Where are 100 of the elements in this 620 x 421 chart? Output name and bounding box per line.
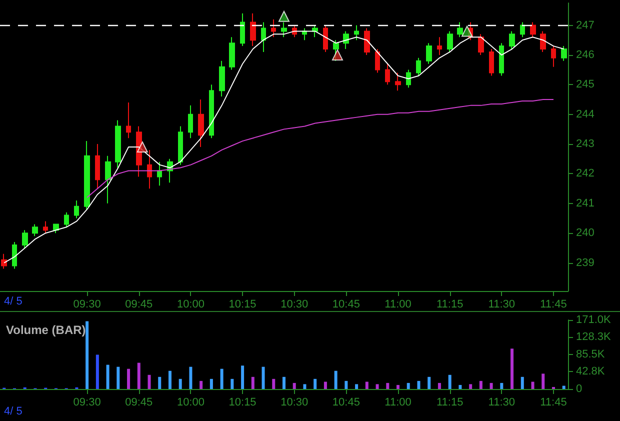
bar	[490, 382, 493, 389]
x-tick-label: 11:00	[384, 298, 412, 310]
x-tick-label: 09:30	[73, 396, 101, 408]
bar	[314, 378, 317, 389]
candlestick	[198, 98, 204, 148]
candlestick	[281, 22, 287, 38]
y-tick-label: 246	[576, 48, 594, 61]
candlestick	[105, 155, 111, 204]
bar	[355, 384, 358, 389]
candlestick	[312, 24, 318, 38]
bar	[303, 384, 306, 389]
candlestick	[551, 46, 556, 68]
bar	[96, 354, 99, 389]
candlestick	[416, 57, 421, 76]
candlestick	[115, 120, 121, 168]
x-tick-label: 11:15	[436, 298, 464, 310]
candlestick	[188, 104, 193, 139]
x-tick-label: 11:30	[488, 396, 516, 408]
candlestick	[447, 30, 453, 52]
bar	[168, 370, 172, 389]
point	[278, 10, 290, 22]
candlestick	[364, 28, 370, 56]
bar	[406, 382, 410, 389]
bar	[562, 386, 566, 389]
candlestick	[209, 84, 214, 139]
y-tick-label: 243	[576, 138, 594, 150]
bar	[200, 380, 203, 389]
candlestick	[22, 230, 28, 248]
bar	[189, 366, 192, 389]
bar	[510, 348, 514, 389]
candlestick	[240, 12, 245, 47]
candlestick	[499, 42, 504, 76]
candlestick	[520, 22, 525, 38]
candlestick	[43, 220, 48, 234]
candlestick	[178, 126, 183, 166]
bar	[428, 376, 431, 389]
candlestick	[64, 212, 69, 228]
bar	[137, 362, 140, 389]
bar	[376, 384, 379, 389]
candlestick	[95, 144, 100, 190]
candlestick	[561, 46, 567, 62]
bar	[292, 382, 296, 389]
bar	[438, 382, 441, 389]
bar	[396, 384, 400, 389]
x-tick-label: 11:45	[540, 298, 567, 310]
bar	[272, 378, 276, 389]
bar	[365, 382, 368, 389]
bar	[542, 374, 545, 389]
y-tick-label: 171.0K	[576, 314, 612, 326]
x-tick-label: 10:45	[332, 396, 360, 408]
x-tick-label: 11:00	[384, 396, 412, 408]
y-tick-label: 42.8K	[576, 366, 606, 378]
y-tick-label: 247	[576, 19, 594, 32]
y-tick-label: 239	[576, 256, 594, 269]
x-tick-label: 11:15	[436, 396, 464, 408]
text: 4/ 5	[4, 406, 22, 418]
y-tick-label: 0	[576, 383, 582, 395]
bar	[500, 382, 504, 389]
candlestick	[333, 40, 339, 62]
line-series	[86, 98, 554, 198]
candlestick	[509, 30, 515, 50]
x-tick-label: 10:00	[176, 396, 204, 408]
candlestick	[74, 200, 79, 219]
bar	[479, 380, 482, 389]
candlestick	[271, 18, 276, 38]
bar	[127, 368, 130, 389]
candlestick	[354, 24, 359, 41]
bar	[158, 376, 162, 389]
candlestick	[157, 161, 162, 186]
candlestick	[261, 22, 266, 52]
bar	[220, 368, 224, 389]
x-tick-label: 11:45	[540, 396, 567, 408]
candlestick	[457, 22, 463, 38]
candlestick	[53, 224, 59, 234]
y-tick-label: 245	[576, 78, 594, 91]
candlestick	[32, 224, 38, 237]
x-tick-label: 10:15	[228, 396, 256, 408]
bar	[520, 376, 524, 389]
y-tick-label: 128.3K	[576, 331, 612, 344]
bar	[86, 321, 89, 389]
chart-title: Volume (BAR)	[6, 323, 86, 337]
bar	[448, 374, 452, 389]
candlestick	[540, 30, 546, 52]
bar	[230, 378, 234, 389]
candlestick	[250, 12, 256, 47]
candlestick	[426, 42, 432, 64]
bar	[251, 376, 254, 389]
bar	[116, 366, 120, 389]
x-tick-label: 10:30	[280, 298, 308, 310]
point	[136, 142, 148, 152]
candlestick	[84, 140, 90, 210]
candlestick	[219, 60, 225, 98]
bar	[344, 380, 348, 389]
bar	[386, 382, 390, 389]
candlestick	[126, 102, 131, 139]
x-tick-label: 09:45	[125, 396, 153, 408]
x-tick-label: 10:30	[280, 396, 308, 408]
point	[332, 49, 343, 60]
x-tick-label: 10:45	[332, 298, 360, 310]
candlestick	[375, 48, 380, 74]
